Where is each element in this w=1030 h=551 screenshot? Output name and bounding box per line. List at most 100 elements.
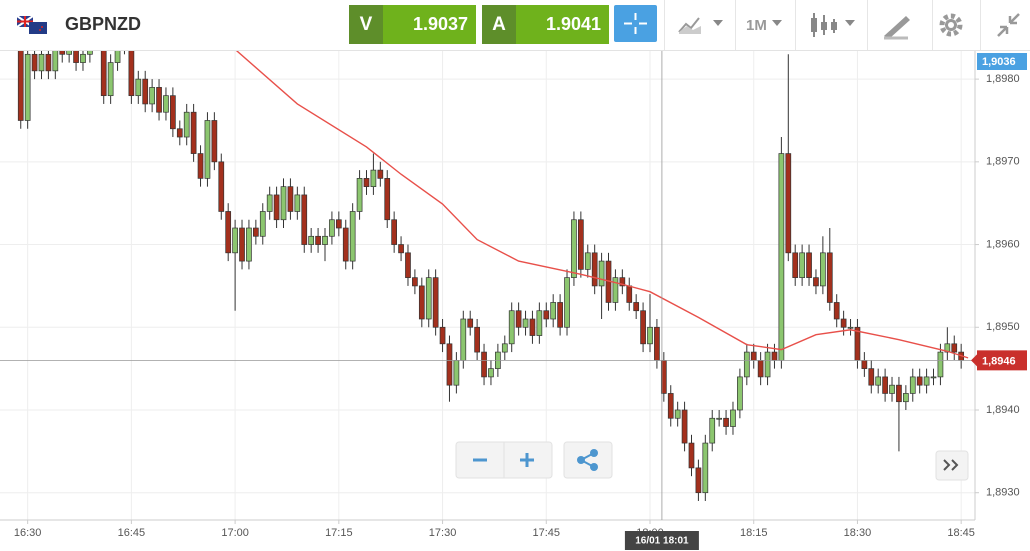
candle-body: [335, 219, 342, 229]
candle-body: [750, 351, 757, 361]
x-tick-label: 17:45: [533, 527, 561, 539]
candle-body: [937, 351, 944, 378]
share-icon[interactable]: [577, 449, 598, 471]
candle-body: [688, 442, 695, 469]
candle-body: [909, 376, 916, 394]
candle-body: [80, 53, 86, 63]
candle-body: [204, 120, 211, 179]
zoom-in-icon[interactable]: [520, 453, 534, 467]
crosshair-label: 16/01 18:01: [635, 536, 689, 547]
candle-body: [591, 252, 598, 287]
collapse-button[interactable]: [990, 0, 1030, 50]
last-price-box: [977, 350, 1027, 371]
candle-body: [716, 417, 722, 420]
candle-body: [896, 384, 902, 403]
buy-button[interactable]: A 1.9041: [482, 5, 609, 44]
candle-body: [702, 442, 709, 494]
dropdown-arrow: [772, 20, 782, 26]
candle-body: [508, 310, 515, 345]
y-tick-label: 1,8970: [986, 156, 1020, 168]
candle-body: [488, 368, 494, 378]
candle-body: [460, 318, 467, 361]
candle-body: [412, 277, 418, 287]
candle-body: [522, 318, 529, 328]
candle-body: [854, 326, 861, 361]
candle-body: [557, 302, 563, 328]
timeframe-button[interactable]: 1M: [746, 17, 767, 34]
candle-body: [474, 326, 480, 353]
candle-body: [923, 376, 930, 386]
candle-body: [190, 111, 197, 154]
candle-body: [246, 227, 252, 262]
candle-body: [840, 318, 847, 328]
candle-body: [142, 78, 149, 105]
candle-body: [889, 384, 895, 394]
candle-body: [709, 417, 716, 444]
candle-body: [654, 326, 660, 361]
drawing-tool-button[interactable]: [880, 0, 920, 50]
settings-button[interactable]: [935, 0, 975, 50]
candle-body: [612, 277, 619, 303]
candle-body: [916, 376, 923, 386]
y-tick-label: 1,8950: [986, 321, 1020, 333]
x-tick-label: 17:15: [325, 527, 353, 539]
candle-body: [564, 277, 570, 328]
candle-body: [903, 393, 909, 403]
sell-label: V: [349, 5, 383, 44]
candle-body: [882, 376, 888, 394]
candle-body: [847, 326, 854, 329]
candle-body: [253, 227, 259, 237]
candle-body: [322, 235, 328, 245]
candle-body: [287, 186, 294, 212]
candle-body: [273, 194, 280, 221]
candle-body: [826, 252, 833, 303]
candle-body: [163, 95, 169, 113]
candle-body: [501, 343, 508, 353]
candle-body: [674, 409, 681, 419]
x-tick-label: 17:30: [429, 527, 457, 539]
buy-price: 1.9041: [516, 5, 609, 44]
zoom-controls: [455, 441, 969, 481]
candle-body: [301, 194, 308, 245]
candle-body: [398, 244, 404, 254]
candle-body: [958, 351, 965, 361]
candle-body: [930, 376, 937, 379]
sell-button[interactable]: V 1.9037: [349, 5, 476, 44]
candle-body: [778, 153, 785, 361]
y-tick-label: 1,8980: [986, 73, 1020, 85]
candle-type-button[interactable]: [808, 0, 868, 50]
candle-body: [467, 318, 474, 328]
candle-body: [764, 351, 771, 378]
candle-body: [24, 53, 31, 121]
scroll-end-icon[interactable]: [943, 459, 959, 471]
moving-average-line: [235, 51, 969, 359]
candle-body: [861, 360, 868, 369]
candle-body: [820, 252, 826, 287]
candle-body: [806, 252, 812, 278]
candle-body: [453, 360, 460, 386]
candle-body: [605, 260, 612, 303]
candle-body: [225, 211, 232, 254]
candle-body: [197, 153, 204, 179]
crosshair-label-box: [624, 531, 699, 550]
candle-body: [743, 351, 750, 378]
candle-body: [377, 169, 384, 179]
candle-body: [550, 302, 557, 320]
candle-body: [308, 235, 315, 245]
candle-body: [356, 178, 363, 212]
candle-body: [342, 227, 349, 262]
candle-body: [495, 351, 501, 369]
chart-type-button[interactable]: [675, 0, 735, 50]
candle-body: [294, 194, 301, 212]
candle-body: [31, 53, 38, 72]
candle-body: [792, 252, 799, 278]
y-tick-label: 1,8930: [986, 487, 1020, 499]
candle-body: [951, 343, 958, 353]
toolbar: GBPNZD V 1.9037 A 1.9041 1M: [0, 0, 1030, 51]
crosshair-button[interactable]: [614, 5, 657, 44]
x-tick-label: 18:45: [947, 527, 975, 539]
candle-body: [45, 53, 52, 72]
candle-body: [771, 351, 778, 361]
